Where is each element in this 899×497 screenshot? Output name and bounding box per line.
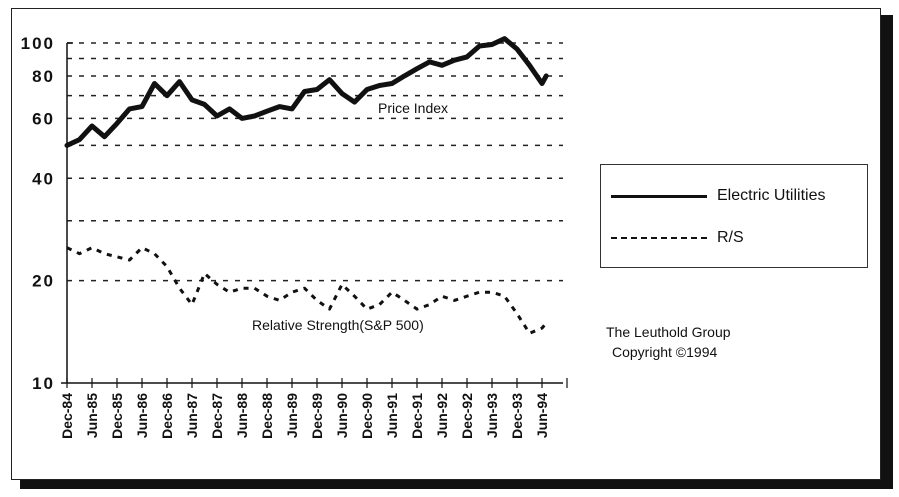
x-tick-label: Dec-89: [309, 393, 325, 439]
credit-company: The Leuthold Group: [606, 324, 731, 340]
y-tick-label: 100: [21, 34, 55, 53]
y-tick-label: 20: [32, 272, 55, 291]
x-tick-label: Jun-86: [134, 393, 150, 438]
x-tick-label: Jun-92: [434, 393, 450, 438]
x-tick-label: Dec-91: [409, 393, 425, 439]
x-tick-label: Dec-90: [359, 393, 375, 439]
y-tick-label: 10: [32, 374, 55, 393]
x-tick-label: Dec-86: [159, 393, 175, 439]
x-tick-label: Dec-93: [509, 393, 525, 439]
x-tick-label: Dec-87: [209, 393, 225, 439]
x-tick-label: Dec-84: [59, 393, 75, 439]
x-tick-label: Dec-88: [259, 393, 275, 439]
x-tick-label: Jun-88: [234, 393, 250, 438]
credit-copyright: Copyright ©1994: [612, 344, 718, 360]
x-tick-label: Jun-93: [484, 393, 500, 438]
legend-item-electric-utilities: Electric Utilities: [611, 187, 825, 205]
legend: Electric Utilities R/S: [600, 164, 868, 268]
x-tick-label: Dec-92: [459, 393, 475, 439]
solid-line-swatch-icon: [611, 194, 707, 198]
credit: The Leuthold Group Copyright ©1994: [606, 322, 731, 362]
x-tick-label: Jun-89: [284, 393, 300, 438]
x-tick-label: Dec-85: [109, 393, 125, 439]
x-tick-label: Jun-94: [534, 393, 550, 438]
annotation-relative-strength: Relative Strength(S&P 500): [252, 317, 424, 333]
x-tick-label: Jun-91: [384, 393, 400, 438]
y-tick-label: 40: [32, 169, 55, 188]
y-tick-label: 60: [32, 109, 55, 128]
annotation-price-index: Price Index: [378, 100, 448, 116]
x-tick-label: Jun-90: [334, 393, 350, 438]
legend-label: R/S: [717, 229, 744, 246]
series-relative-strength: [66, 246, 548, 335]
dashed-line-swatch-icon: [611, 237, 707, 239]
legend-label: Electric Utilities: [717, 187, 826, 204]
x-tick-label: Jun-87: [184, 393, 200, 438]
x-tick-label: Jun-85: [84, 393, 100, 438]
y-tick-label: 80: [32, 67, 55, 86]
series-electric-utilities: [64, 36, 549, 148]
legend-item-rs: R/S: [611, 229, 744, 247]
